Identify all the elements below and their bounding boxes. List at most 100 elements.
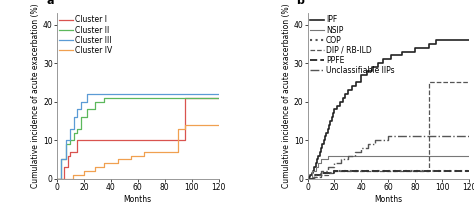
Unclassifiable IIPs: [439, 135, 445, 138]
DIP / RB-ILD: [466, 81, 472, 84]
Cluster IV: [81, 174, 87, 176]
Unclassifiable IIPs: [466, 135, 472, 138]
NSIP: [305, 177, 310, 180]
Cluster I: [65, 154, 71, 157]
Unclassifiable IIPs: [365, 147, 371, 149]
NSIP: [309, 170, 314, 172]
NSIP: [318, 158, 324, 161]
IPF: [466, 39, 472, 41]
NSIP: [345, 154, 351, 157]
Unclassifiable IIPs: [439, 135, 445, 138]
Legend: Cluster I, Cluster II, Cluster III, Cluster IV: Cluster I, Cluster II, Cluster III, Clus…: [58, 15, 113, 56]
COP: [332, 172, 337, 174]
Line: NSIP: NSIP: [308, 156, 469, 179]
Cluster I: [67, 154, 73, 157]
Y-axis label: Cumulative incidence of acute exacerbation (%): Cumulative incidence of acute exacerbati…: [282, 4, 291, 188]
Cluster I: [54, 177, 60, 180]
Cluster II: [67, 139, 73, 141]
Line: IPF: IPF: [308, 40, 469, 179]
Text: b: b: [296, 0, 304, 7]
DIP / RB-ILD: [332, 172, 337, 174]
Cluster IV: [216, 124, 221, 126]
Cluster IV: [92, 170, 98, 172]
Cluster I: [74, 139, 80, 141]
Cluster II: [72, 131, 77, 134]
Unclassifiable IIPs: [365, 143, 371, 145]
PPFE: [332, 172, 337, 174]
Cluster II: [84, 116, 90, 118]
Unclassifiable IIPs: [325, 170, 330, 172]
Cluster II: [92, 100, 98, 103]
Line: PPFE: PPFE: [308, 171, 469, 179]
COP: [311, 177, 317, 180]
DIP / RB-ILD: [318, 175, 324, 178]
PPFE: [311, 177, 317, 180]
IPF: [353, 81, 359, 84]
NSIP: [325, 154, 330, 157]
Cluster III: [64, 139, 69, 141]
Unclassifiable IIPs: [345, 158, 351, 161]
Cluster IV: [115, 158, 120, 161]
Line: Cluster IV: Cluster IV: [57, 125, 219, 179]
Cluster II: [67, 143, 73, 145]
Cluster III: [72, 127, 77, 130]
COP: [345, 170, 351, 172]
Unclassifiable IIPs: [318, 174, 324, 176]
Cluster II: [74, 131, 80, 134]
Cluster II: [78, 127, 84, 130]
Unclassifiable IIPs: [359, 150, 365, 153]
IPF: [342, 93, 348, 95]
Unclassifiable IIPs: [338, 162, 344, 165]
NSIP: [466, 154, 472, 157]
Cluster IV: [54, 177, 60, 180]
Cluster IV: [101, 166, 107, 169]
Unclassifiable IIPs: [359, 147, 365, 149]
Cluster II: [58, 158, 64, 161]
DIP / RB-ILD: [318, 174, 324, 176]
Cluster I: [67, 150, 73, 153]
PPFE: [311, 174, 317, 176]
Unclassifiable IIPs: [332, 162, 337, 165]
X-axis label: Months: Months: [374, 195, 402, 204]
Y-axis label: Cumulative incidence of acute exacerbation (%): Cumulative incidence of acute exacerbati…: [31, 4, 40, 188]
COP: [305, 177, 310, 180]
Cluster I: [182, 97, 188, 99]
NSIP: [332, 154, 337, 157]
DIP / RB-ILD: [325, 172, 330, 174]
PPFE: [466, 170, 472, 172]
Cluster III: [64, 158, 69, 161]
Line: Cluster III: Cluster III: [57, 94, 219, 179]
Cluster III: [78, 100, 84, 103]
Cluster II: [101, 100, 107, 103]
IPF: [433, 39, 438, 41]
IPF: [412, 46, 418, 49]
Cluster I: [182, 139, 188, 141]
DIP / RB-ILD: [426, 170, 432, 172]
Cluster I: [74, 150, 80, 153]
Cluster IV: [142, 154, 147, 157]
Line: COP: COP: [308, 171, 469, 179]
NSIP: [316, 166, 321, 169]
Cluster II: [74, 127, 80, 130]
Unclassifiable IIPs: [318, 170, 324, 172]
DIP / RB-ILD: [311, 175, 317, 178]
Cluster IV: [182, 127, 188, 130]
Cluster III: [54, 177, 60, 180]
Cluster III: [92, 93, 98, 95]
Unclassifiable IIPs: [372, 143, 378, 145]
NSIP: [313, 170, 319, 172]
Unclassifiable IIPs: [372, 139, 378, 141]
Unclassifiable IIPs: [426, 135, 432, 138]
Cluster IV: [115, 162, 120, 165]
Unclassifiable IIPs: [385, 139, 391, 141]
Cluster II: [54, 177, 60, 180]
Cluster III: [108, 93, 114, 95]
Cluster I: [61, 177, 66, 180]
PPFE: [332, 170, 337, 172]
DIP / RB-ILD: [439, 81, 445, 84]
COP: [311, 174, 317, 176]
DIP / RB-ILD: [311, 177, 317, 180]
Cluster I: [216, 97, 221, 99]
Cluster III: [67, 139, 73, 141]
IPF: [342, 97, 348, 99]
